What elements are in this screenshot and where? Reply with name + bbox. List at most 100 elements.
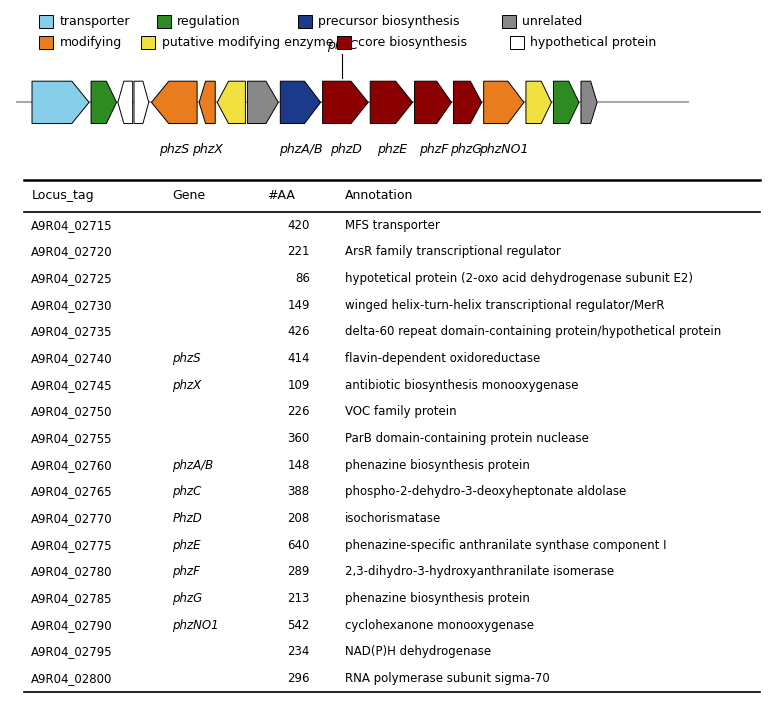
- Bar: [157, 15, 171, 28]
- Text: hypotetical protein (2-oxo acid dehydrogenase subunit E2): hypotetical protein (2-oxo acid dehydrog…: [345, 272, 693, 285]
- Polygon shape: [484, 81, 524, 124]
- Text: phzC: phzC: [172, 485, 201, 498]
- Text: phzS: phzS: [172, 352, 201, 365]
- Text: 86: 86: [295, 272, 310, 285]
- Bar: [298, 15, 312, 28]
- Polygon shape: [322, 81, 368, 124]
- Text: phzS: phzS: [159, 143, 190, 156]
- Text: phzA/B: phzA/B: [278, 143, 322, 156]
- Text: phzNO1: phzNO1: [479, 143, 528, 156]
- Text: 2,3-dihydro-3-hydroxyanthranilate isomerase: 2,3-dihydro-3-hydroxyanthranilate isomer…: [345, 566, 614, 578]
- Text: phzD: phzD: [330, 143, 362, 156]
- Text: putative modifying enzyme: putative modifying enzyme: [162, 36, 333, 49]
- Text: A9R04_02800: A9R04_02800: [31, 672, 113, 685]
- Text: phzA/B: phzA/B: [172, 459, 213, 472]
- Text: 542: 542: [287, 618, 310, 632]
- Text: 226: 226: [287, 405, 310, 419]
- Text: A9R04_02780: A9R04_02780: [31, 566, 113, 578]
- Text: 296: 296: [287, 672, 310, 685]
- Text: 221: 221: [287, 245, 310, 258]
- Polygon shape: [554, 81, 579, 124]
- Text: core biosynthesis: core biosynthesis: [358, 36, 466, 49]
- Text: 640: 640: [287, 539, 310, 551]
- Text: A9R04_02755: A9R04_02755: [31, 432, 113, 445]
- Polygon shape: [453, 81, 481, 124]
- Text: unrelated: unrelated: [522, 15, 583, 28]
- Text: phenazine-specific anthranilate synthase component I: phenazine-specific anthranilate synthase…: [345, 539, 666, 551]
- Polygon shape: [217, 81, 245, 124]
- Text: phzF: phzF: [419, 143, 448, 156]
- Text: 360: 360: [288, 432, 310, 445]
- Text: A9R04_02775: A9R04_02775: [31, 539, 113, 551]
- Polygon shape: [248, 81, 278, 124]
- Text: phzE: phzE: [172, 539, 201, 551]
- Polygon shape: [134, 81, 149, 124]
- Text: A9R04_02735: A9R04_02735: [31, 325, 113, 338]
- Bar: [39, 36, 53, 49]
- Text: A9R04_02725: A9R04_02725: [31, 272, 113, 285]
- Text: RNA polymerase subunit sigma-70: RNA polymerase subunit sigma-70: [345, 672, 550, 685]
- Text: transporter: transporter: [60, 15, 130, 28]
- Text: A9R04_02760: A9R04_02760: [31, 459, 113, 472]
- Text: hypothetical protein: hypothetical protein: [530, 36, 656, 49]
- Polygon shape: [281, 81, 321, 124]
- Polygon shape: [415, 81, 452, 124]
- Text: phzX: phzX: [172, 378, 201, 392]
- Polygon shape: [370, 81, 412, 124]
- Bar: [337, 36, 351, 49]
- Polygon shape: [32, 81, 89, 124]
- Text: 420: 420: [287, 219, 310, 232]
- Text: A9R04_02795: A9R04_02795: [31, 645, 113, 659]
- Text: phzG: phzG: [450, 143, 482, 156]
- Polygon shape: [151, 81, 197, 124]
- Text: phzG: phzG: [172, 592, 203, 605]
- Text: ParB domain-containing protein nuclease: ParB domain-containing protein nuclease: [345, 432, 589, 445]
- Polygon shape: [91, 81, 117, 124]
- Bar: [510, 36, 524, 49]
- Text: #AA: #AA: [267, 189, 295, 203]
- Text: cyclohexanone monooxygenase: cyclohexanone monooxygenase: [345, 618, 534, 632]
- Text: VOC family protein: VOC family protein: [345, 405, 456, 419]
- Text: Annotation: Annotation: [345, 189, 413, 203]
- Text: 289: 289: [287, 566, 310, 578]
- Text: A9R04_02740: A9R04_02740: [31, 352, 113, 365]
- Bar: [39, 15, 53, 28]
- Text: 208: 208: [288, 512, 310, 525]
- Text: 109: 109: [287, 378, 310, 392]
- Polygon shape: [581, 81, 597, 124]
- Text: flavin-dependent oxidoreductase: flavin-dependent oxidoreductase: [345, 352, 540, 365]
- Text: regulation: regulation: [177, 15, 241, 28]
- Text: A9R04_02790: A9R04_02790: [31, 618, 113, 632]
- Text: phenazine biosynthesis protein: phenazine biosynthesis protein: [345, 592, 530, 605]
- Text: winged helix-turn-helix transcriptional regulator/MerR: winged helix-turn-helix transcriptional …: [345, 299, 665, 311]
- Text: 213: 213: [287, 592, 310, 605]
- Bar: [502, 15, 516, 28]
- Text: 426: 426: [287, 325, 310, 338]
- Text: phzC: phzC: [327, 39, 358, 52]
- Text: phzF: phzF: [172, 566, 201, 578]
- Text: isochorismatase: isochorismatase: [345, 512, 441, 525]
- Text: NAD(P)H dehydrogenase: NAD(P)H dehydrogenase: [345, 645, 491, 659]
- Text: 388: 388: [288, 485, 310, 498]
- Text: 234: 234: [287, 645, 310, 659]
- Text: 148: 148: [287, 459, 310, 472]
- Polygon shape: [526, 81, 551, 124]
- Text: phenazine biosynthesis protein: phenazine biosynthesis protein: [345, 459, 530, 472]
- Text: modifying: modifying: [60, 36, 122, 49]
- Text: Locus_tag: Locus_tag: [31, 189, 94, 203]
- Text: 414: 414: [287, 352, 310, 365]
- Text: A9R04_02750: A9R04_02750: [31, 405, 113, 419]
- Text: 149: 149: [287, 299, 310, 311]
- Text: phzE: phzE: [376, 143, 407, 156]
- Text: antibiotic biosynthesis monooxygenase: antibiotic biosynthesis monooxygenase: [345, 378, 579, 392]
- Text: Gene: Gene: [172, 189, 205, 203]
- Text: delta-60 repeat domain-containing protein/hypothetical protein: delta-60 repeat domain-containing protei…: [345, 325, 721, 338]
- Text: A9R04_02785: A9R04_02785: [31, 592, 113, 605]
- Text: phospho-2-dehydro-3-deoxyheptonate aldolase: phospho-2-dehydro-3-deoxyheptonate aldol…: [345, 485, 626, 498]
- Text: PhzD: PhzD: [172, 512, 202, 525]
- Text: MFS transporter: MFS transporter: [345, 219, 440, 232]
- Text: precursor biosynthesis: precursor biosynthesis: [318, 15, 459, 28]
- Text: A9R04_02745: A9R04_02745: [31, 378, 113, 392]
- Text: A9R04_02715: A9R04_02715: [31, 219, 113, 232]
- Text: A9R04_02730: A9R04_02730: [31, 299, 113, 311]
